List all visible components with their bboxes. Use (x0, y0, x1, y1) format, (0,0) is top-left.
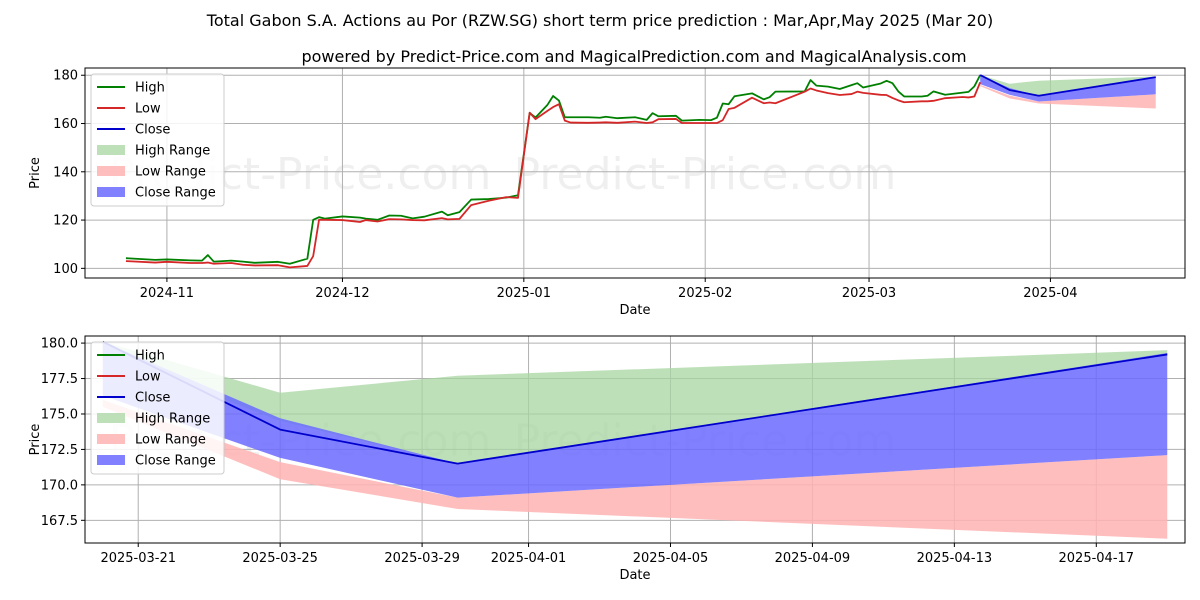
chart-title: Total Gabon S.A. Actions au Por (RZW.SG)… (206, 11, 993, 30)
legend-label: High (135, 349, 165, 364)
series-line-high (125, 74, 982, 265)
range-band-high-range (102, 341, 1168, 464)
chart-top: Predict-Price.com Predict-Price.com 100 120… (28, 67, 1186, 318)
y-tick-label: 120 (53, 214, 78, 229)
legend-swatch (97, 166, 125, 176)
legend-swatch (97, 434, 125, 444)
y-tick-label: 180.0 (41, 337, 78, 352)
range-band-high-range (980, 75, 1156, 96)
y-tick-label: 177.5 (41, 372, 78, 387)
x-tick-label: 2024-12 (315, 286, 369, 301)
legend-label: Close Range (135, 186, 216, 201)
range-band-close-range (980, 75, 1156, 102)
legend-swatch (97, 413, 125, 423)
y-tick-label: 172.5 (41, 443, 78, 458)
y-tick-label: 175.0 (41, 407, 78, 422)
range-band-low-range (102, 399, 1168, 539)
legend-swatch (97, 455, 125, 465)
y-tick-label: 160 (53, 117, 78, 132)
x-tick-label: 2025-04-01 (491, 551, 567, 566)
plot-frame (84, 335, 1186, 544)
series-line-low (125, 81, 982, 269)
legend-swatch (97, 145, 125, 155)
legend-swatch (97, 187, 125, 197)
x-tick-label: 2025-01 (497, 286, 551, 301)
y-tick-label: 170.0 (41, 478, 78, 493)
x-axis-label: Date (619, 303, 650, 318)
legend-label: High Range (135, 144, 210, 159)
legend-label: High (135, 81, 165, 96)
legend-label: Low Range (135, 433, 206, 448)
x-tick-label: 2025-03-25 (242, 551, 318, 566)
legend-label: Low Range (135, 165, 206, 180)
legend-label: Low (135, 370, 161, 385)
y-axis-label: Price (28, 424, 43, 456)
x-tick-label: 2025-03-21 (100, 551, 176, 566)
legend-label: Close Range (135, 454, 216, 469)
legend: High Low Close High Range Low Range Close Ran… (90, 341, 225, 475)
x-tick-label: 2025-04-09 (775, 551, 851, 566)
legend-label: Close (135, 123, 170, 138)
y-tick-label: 180 (53, 69, 78, 84)
legend-label: Close (135, 391, 170, 406)
legend-label: Low (135, 102, 161, 117)
chart-bottom: Predict-Price.comPredict-Price.com167.51… (28, 335, 1186, 583)
y-tick-label: 167.5 (41, 514, 78, 529)
x-tick-label: 2025-02 (678, 286, 732, 301)
x-tick-label: 2025-04 (1023, 286, 1077, 301)
x-tick-label: 2025-03 (842, 286, 896, 301)
x-tick-label: 2025-03-29 (384, 551, 460, 566)
plot-frame (84, 67, 1186, 279)
x-tick-label: 2025-04-13 (917, 551, 993, 566)
y-tick-label: 140 (53, 165, 78, 180)
range-band-close-range (102, 341, 1168, 498)
series-line-close (979, 74, 1156, 97)
legend-label: High Range (135, 412, 210, 427)
range-band-low-range (980, 84, 1156, 109)
y-axis-label: Price (28, 157, 43, 189)
x-tick-label: 2024-11 (140, 286, 194, 301)
x-tick-label: 2025-04-05 (633, 551, 709, 566)
chart-subtitle: powered by Predict-Price.com and Magical… (301, 47, 966, 66)
x-axis-label: Date (619, 568, 650, 583)
x-tick-label: 2025-04-17 (1059, 551, 1135, 566)
legend: High Low Close High Range Low Range Close Ran… (90, 73, 225, 207)
y-tick-label: 100 (53, 262, 78, 277)
